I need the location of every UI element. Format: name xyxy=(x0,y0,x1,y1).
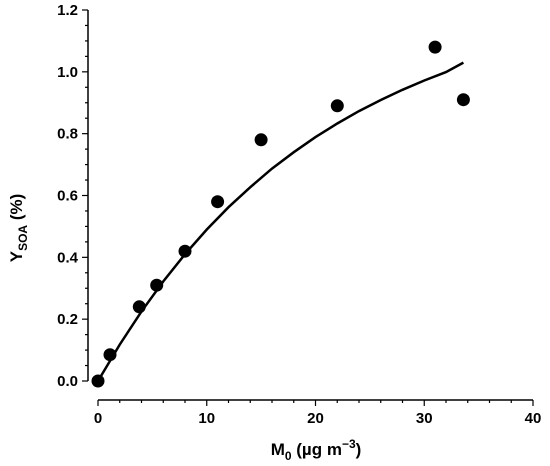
y-tick-label: 0.6 xyxy=(57,188,78,205)
x-axis-title-main: M xyxy=(271,440,285,459)
x-axis-title-units-open: (µg m xyxy=(292,440,342,459)
fit-curve-layer xyxy=(96,61,464,382)
data-point xyxy=(254,133,268,147)
x-tick-label: 40 xyxy=(525,410,542,427)
axes-layer xyxy=(87,10,533,401)
data-point xyxy=(150,278,164,292)
data-points-layer xyxy=(91,40,470,388)
y-axis-title: YSOA (%) xyxy=(7,194,30,263)
fit-curve xyxy=(96,61,464,382)
x-axis-title-units-close: ) xyxy=(356,440,362,459)
data-point xyxy=(103,348,117,362)
y-axis-title-main: Y xyxy=(7,250,26,262)
y-axis-title-units: (%) xyxy=(7,194,26,225)
y-axis-title-sub: SOA xyxy=(16,225,30,251)
x-tick-label: 20 xyxy=(307,410,324,427)
data-point xyxy=(132,300,146,314)
x-axis-title: M0 (µg m−3) xyxy=(271,437,362,463)
x-tick-label: 10 xyxy=(198,410,215,427)
x-tick-label: 0 xyxy=(94,410,102,427)
data-point xyxy=(178,244,192,258)
data-point xyxy=(330,99,344,113)
data-point xyxy=(91,374,105,388)
data-point xyxy=(211,195,225,209)
y-tick-label: 1.2 xyxy=(57,2,78,19)
y-tick-label: 1.0 xyxy=(57,64,78,81)
data-point xyxy=(456,93,470,107)
x-axis-title-units-sup: −3 xyxy=(342,437,356,451)
data-point xyxy=(428,40,442,54)
y-tick-label: 0.8 xyxy=(57,126,78,143)
x-tick-label: 30 xyxy=(416,410,433,427)
ticks-layer: 0.0 0.2 0.4 0.6 0.8 1.0 1.2 0 10 20 30 40 xyxy=(57,2,541,427)
x-axis-title-sub: 0 xyxy=(285,449,292,463)
y-tick-label: 0.0 xyxy=(57,373,78,390)
y-tick-label: 0.2 xyxy=(57,311,78,328)
y-tick-label: 0.4 xyxy=(57,249,79,266)
